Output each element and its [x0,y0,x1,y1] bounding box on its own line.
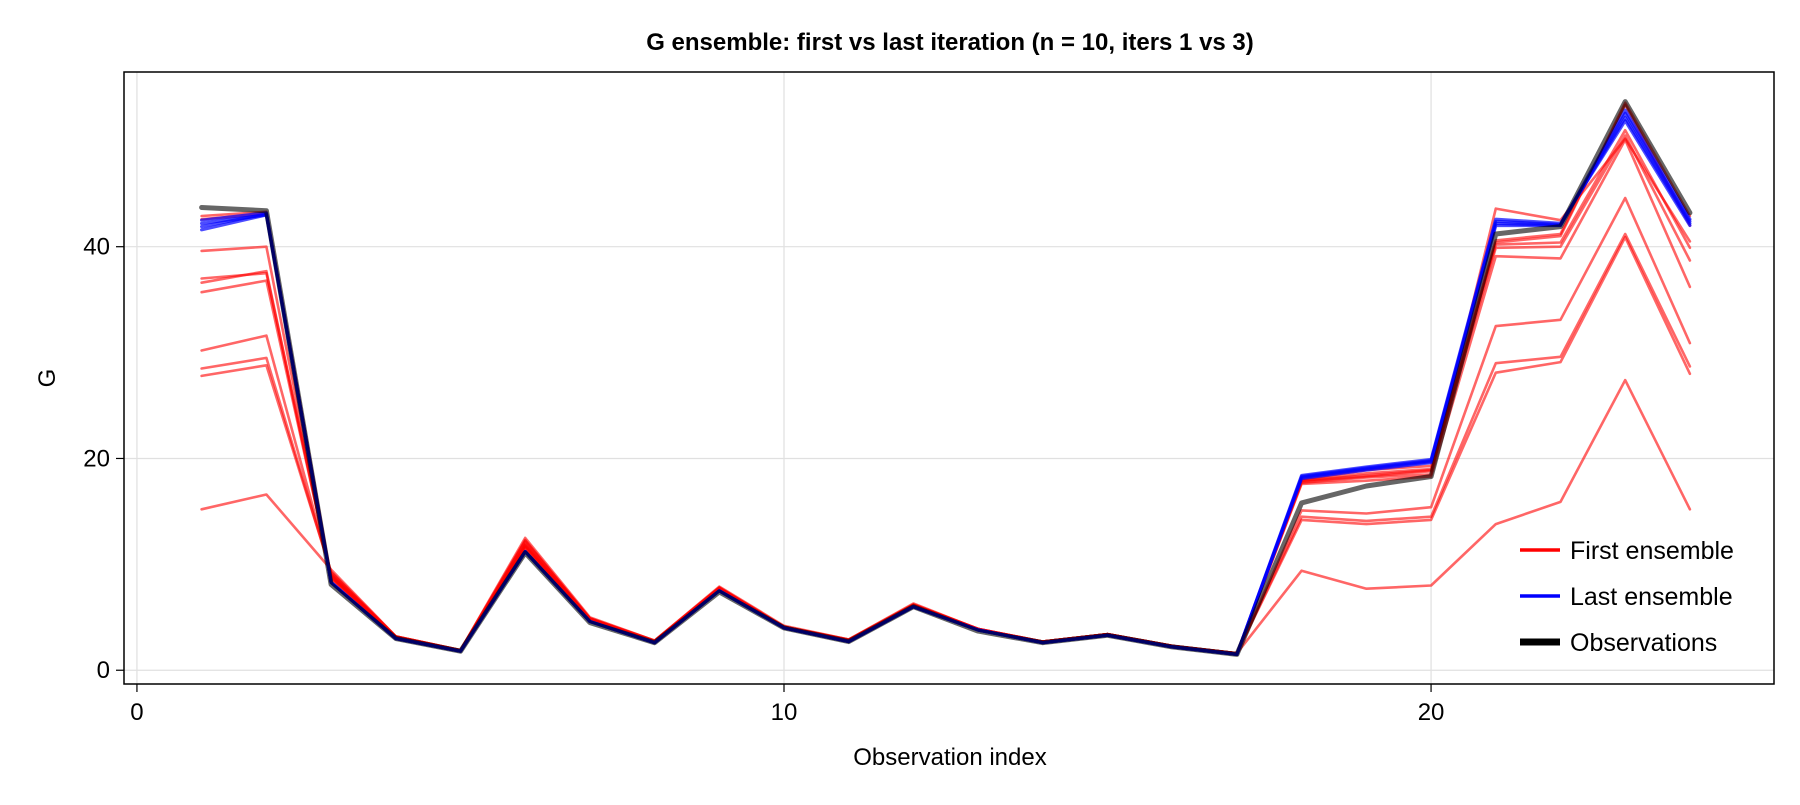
legend-label: Last ensemble [1570,583,1733,611]
last-ensemble-line [200,115,1692,657]
first-ensemble-line [200,137,1692,655]
first-ensemble-line [200,138,1692,655]
first-ensemble-line [200,378,1692,655]
first-ensemble-line [200,103,1692,655]
legend-label: Observations [1570,629,1717,657]
series-layer [199,99,1693,657]
x-tick-label: 10 [771,699,798,726]
first-ensemble-line [200,134,1692,655]
y-tick-label: 40 [83,234,110,261]
first-ensemble-line [200,235,1692,655]
last-ensemble-line [200,119,1692,657]
first-ensemble-line [200,128,1692,655]
y-axis-label: G [34,369,61,388]
y-tick-label: 20 [83,445,110,472]
first-ensemble-line [200,232,1692,655]
axis-layer: 0 10 20 0 20 40 [83,234,1444,726]
legend-label: First ensemble [1570,537,1734,565]
chart-title: G ensemble: first vs last iteration (n =… [646,29,1254,56]
x-axis-label: Observation index [853,744,1046,771]
last-ensemble-line [200,108,1692,657]
first-ensemble-line [200,196,1692,655]
first-ensemble-line [200,101,1692,655]
last-ensemble-line [200,111,1692,657]
x-tick-label: 0 [130,699,143,726]
legend: First ensemble Last ensemble Observations [1520,537,1734,657]
y-tick-label: 0 [97,657,110,684]
observations-line [199,99,1693,657]
plot-frame [123,71,1775,685]
grid-layer [124,72,1774,684]
x-tick-label: 20 [1418,699,1445,726]
